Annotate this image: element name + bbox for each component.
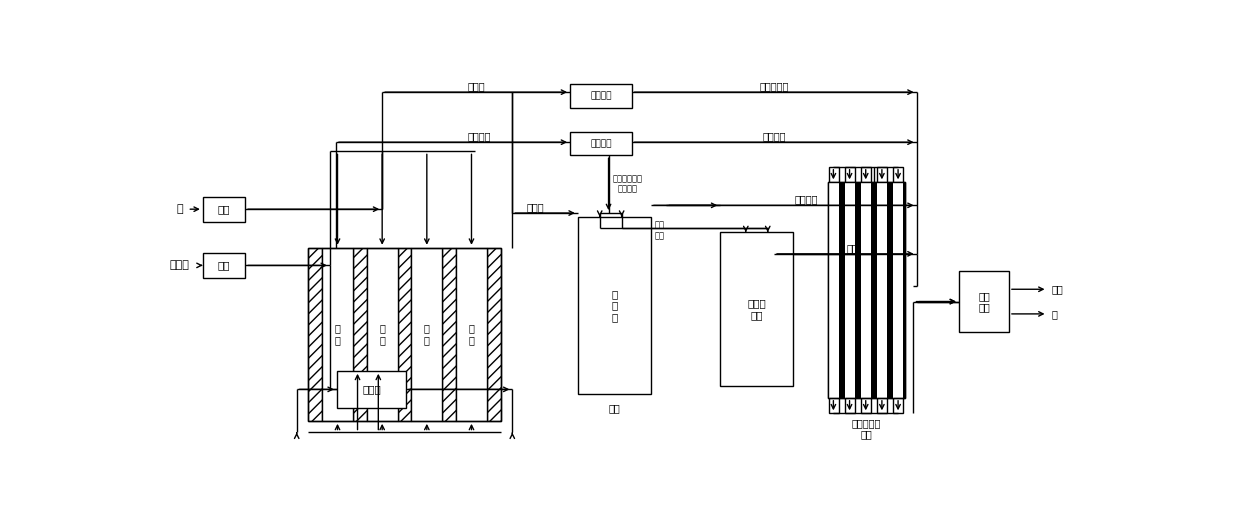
- Text: 焦
炉: 焦 炉: [469, 323, 475, 345]
- Text: 粉碎: 粉碎: [218, 204, 231, 214]
- Bar: [844, 182, 854, 398]
- Bar: [353, 248, 367, 421]
- Bar: [456, 248, 487, 421]
- Bar: [367, 248, 398, 421]
- Bar: [309, 248, 322, 421]
- Bar: [322, 248, 353, 421]
- Bar: [487, 248, 501, 421]
- Text: 一氧
化碳: 一氧 化碳: [655, 221, 665, 240]
- Text: 二氧化碳: 二氧化碳: [467, 131, 491, 141]
- Bar: [570, 132, 631, 155]
- Bar: [443, 248, 456, 421]
- Text: 热解气: 热解气: [467, 81, 485, 91]
- Text: 焦
炉: 焦 炉: [335, 323, 341, 345]
- Text: 粉碎: 粉碎: [218, 260, 231, 270]
- Bar: [412, 248, 443, 421]
- Text: 焦
炉: 焦 炉: [379, 323, 386, 345]
- Bar: [877, 398, 888, 413]
- Text: 一氧化碳、烃
顶经类等: 一氧化碳、烃 顶经类等: [613, 174, 642, 193]
- Bar: [894, 182, 904, 398]
- Text: 石灰石: 石灰石: [170, 260, 190, 270]
- Bar: [877, 167, 888, 182]
- Text: 电
石
炉: 电 石 炉: [611, 289, 618, 322]
- Bar: [570, 84, 631, 107]
- Text: 乙炔: 乙炔: [847, 243, 858, 253]
- Bar: [844, 167, 854, 182]
- Bar: [894, 398, 904, 413]
- Bar: [861, 398, 872, 413]
- Text: 乙炔制苯反
应器: 乙炔制苯反 应器: [852, 418, 882, 440]
- Bar: [337, 371, 405, 408]
- Text: 二氧化碳: 二氧化碳: [763, 131, 786, 141]
- Bar: [203, 197, 246, 222]
- Bar: [861, 167, 872, 182]
- Bar: [959, 271, 1009, 332]
- Text: 混料罐: 混料罐: [362, 385, 381, 395]
- Bar: [828, 182, 838, 398]
- Text: 苯: 苯: [1052, 309, 1058, 319]
- Bar: [720, 232, 794, 386]
- Text: 净化系统: 净化系统: [590, 92, 611, 101]
- Text: 分离
系统: 分离 系统: [978, 291, 990, 312]
- Text: 乙炔反
生器: 乙炔反 生器: [748, 299, 766, 320]
- Bar: [844, 398, 854, 413]
- Bar: [894, 167, 904, 182]
- Bar: [203, 253, 246, 278]
- Text: 净化系统: 净化系统: [590, 139, 611, 148]
- Bar: [877, 182, 888, 398]
- Bar: [828, 182, 905, 398]
- Text: 氢气、甲烷: 氢气、甲烷: [759, 81, 789, 91]
- Bar: [828, 167, 838, 182]
- Text: 一氧化碳: 一氧化碳: [795, 194, 818, 204]
- Text: 焦
炉: 焦 炉: [424, 323, 430, 345]
- Bar: [861, 182, 872, 398]
- Bar: [578, 217, 651, 394]
- Text: 电石: 电石: [608, 403, 620, 413]
- Bar: [309, 248, 501, 421]
- Bar: [828, 182, 905, 398]
- Text: 燃料气: 燃料气: [527, 202, 544, 212]
- Text: 煤: 煤: [176, 204, 184, 214]
- Bar: [828, 398, 838, 413]
- Text: 乙苯: 乙苯: [1052, 284, 1063, 294]
- Bar: [398, 248, 412, 421]
